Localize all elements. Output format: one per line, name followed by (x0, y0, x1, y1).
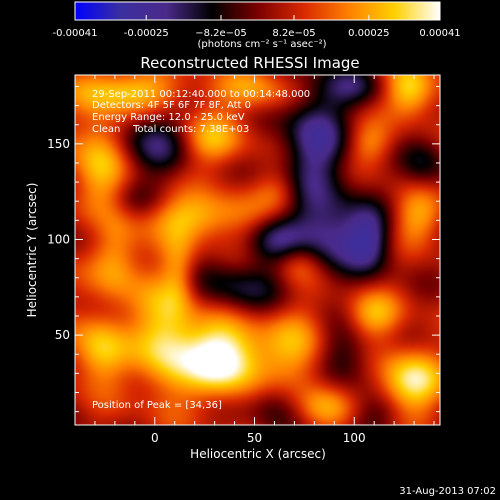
x-tick-label: 50 (247, 431, 262, 445)
colorbar-tick-label: 8.2e−05 (272, 28, 315, 39)
colorbar-frame (74, 1, 441, 21)
colorbar-tick-label: 0.00025 (348, 28, 389, 39)
colorbar-tick-label: -0.00041 (53, 28, 98, 39)
plot-frame (74, 74, 441, 426)
colorbar-ticks: -0.00041 -0.00025 −8.2e−05 8.2e−05 0.00025 0.… (53, 15, 461, 39)
colorbar-tick-label: 0.00041 (419, 28, 460, 39)
y-tick-label: 150 (47, 137, 70, 151)
annotation-clean: Clean Total counts: 7.38E+03 (92, 124, 249, 135)
colorbar-tick-label: -0.00025 (124, 28, 169, 39)
colorbar-unit-label: (photons cm⁻² s⁻¹ asec⁻²) (197, 39, 326, 50)
x-tick-label: 100 (343, 431, 366, 445)
colorbar-strip (75, 2, 440, 20)
x-tick-label: 0 (151, 431, 159, 445)
annotation-energy: Energy Range: 12.0 - 25.0 keV (92, 112, 245, 123)
chart-title: Reconstructed RHESSI Image (140, 54, 359, 72)
annotation-time: 29-Sep-2011 00:12:40.000 to 00:14:48.000 (92, 89, 310, 100)
heatmap-image (75, 75, 440, 425)
x-axis-label: Heliocentric X (arcsec) (190, 447, 326, 461)
annotation-detectors: Detectors: 4F 5F 6F 7F 8F, Att 0 (92, 100, 251, 111)
colorbar-tick-label: −8.2e−05 (195, 28, 247, 39)
annotation-peak: Position of Peak = [34,36] (92, 400, 222, 411)
y-tick-label: 50 (55, 328, 70, 342)
axis-ticks: 0 50 100 50 100 150 (47, 75, 440, 445)
colorbar: -0.00041 -0.00025 −8.2e−05 8.2e−05 0.00025 0.… (53, 1, 461, 50)
heatmap-area (74, 74, 441, 426)
annotations: 29-Sep-2011 00:12:40.000 to 00:14:48.000… (92, 89, 310, 411)
y-axis-label: Heliocentric Y (arcsec) (25, 183, 39, 318)
y-tick-label: 100 (47, 232, 70, 246)
footer-timestamp: 31-Aug-2013 07:02 (399, 486, 496, 497)
